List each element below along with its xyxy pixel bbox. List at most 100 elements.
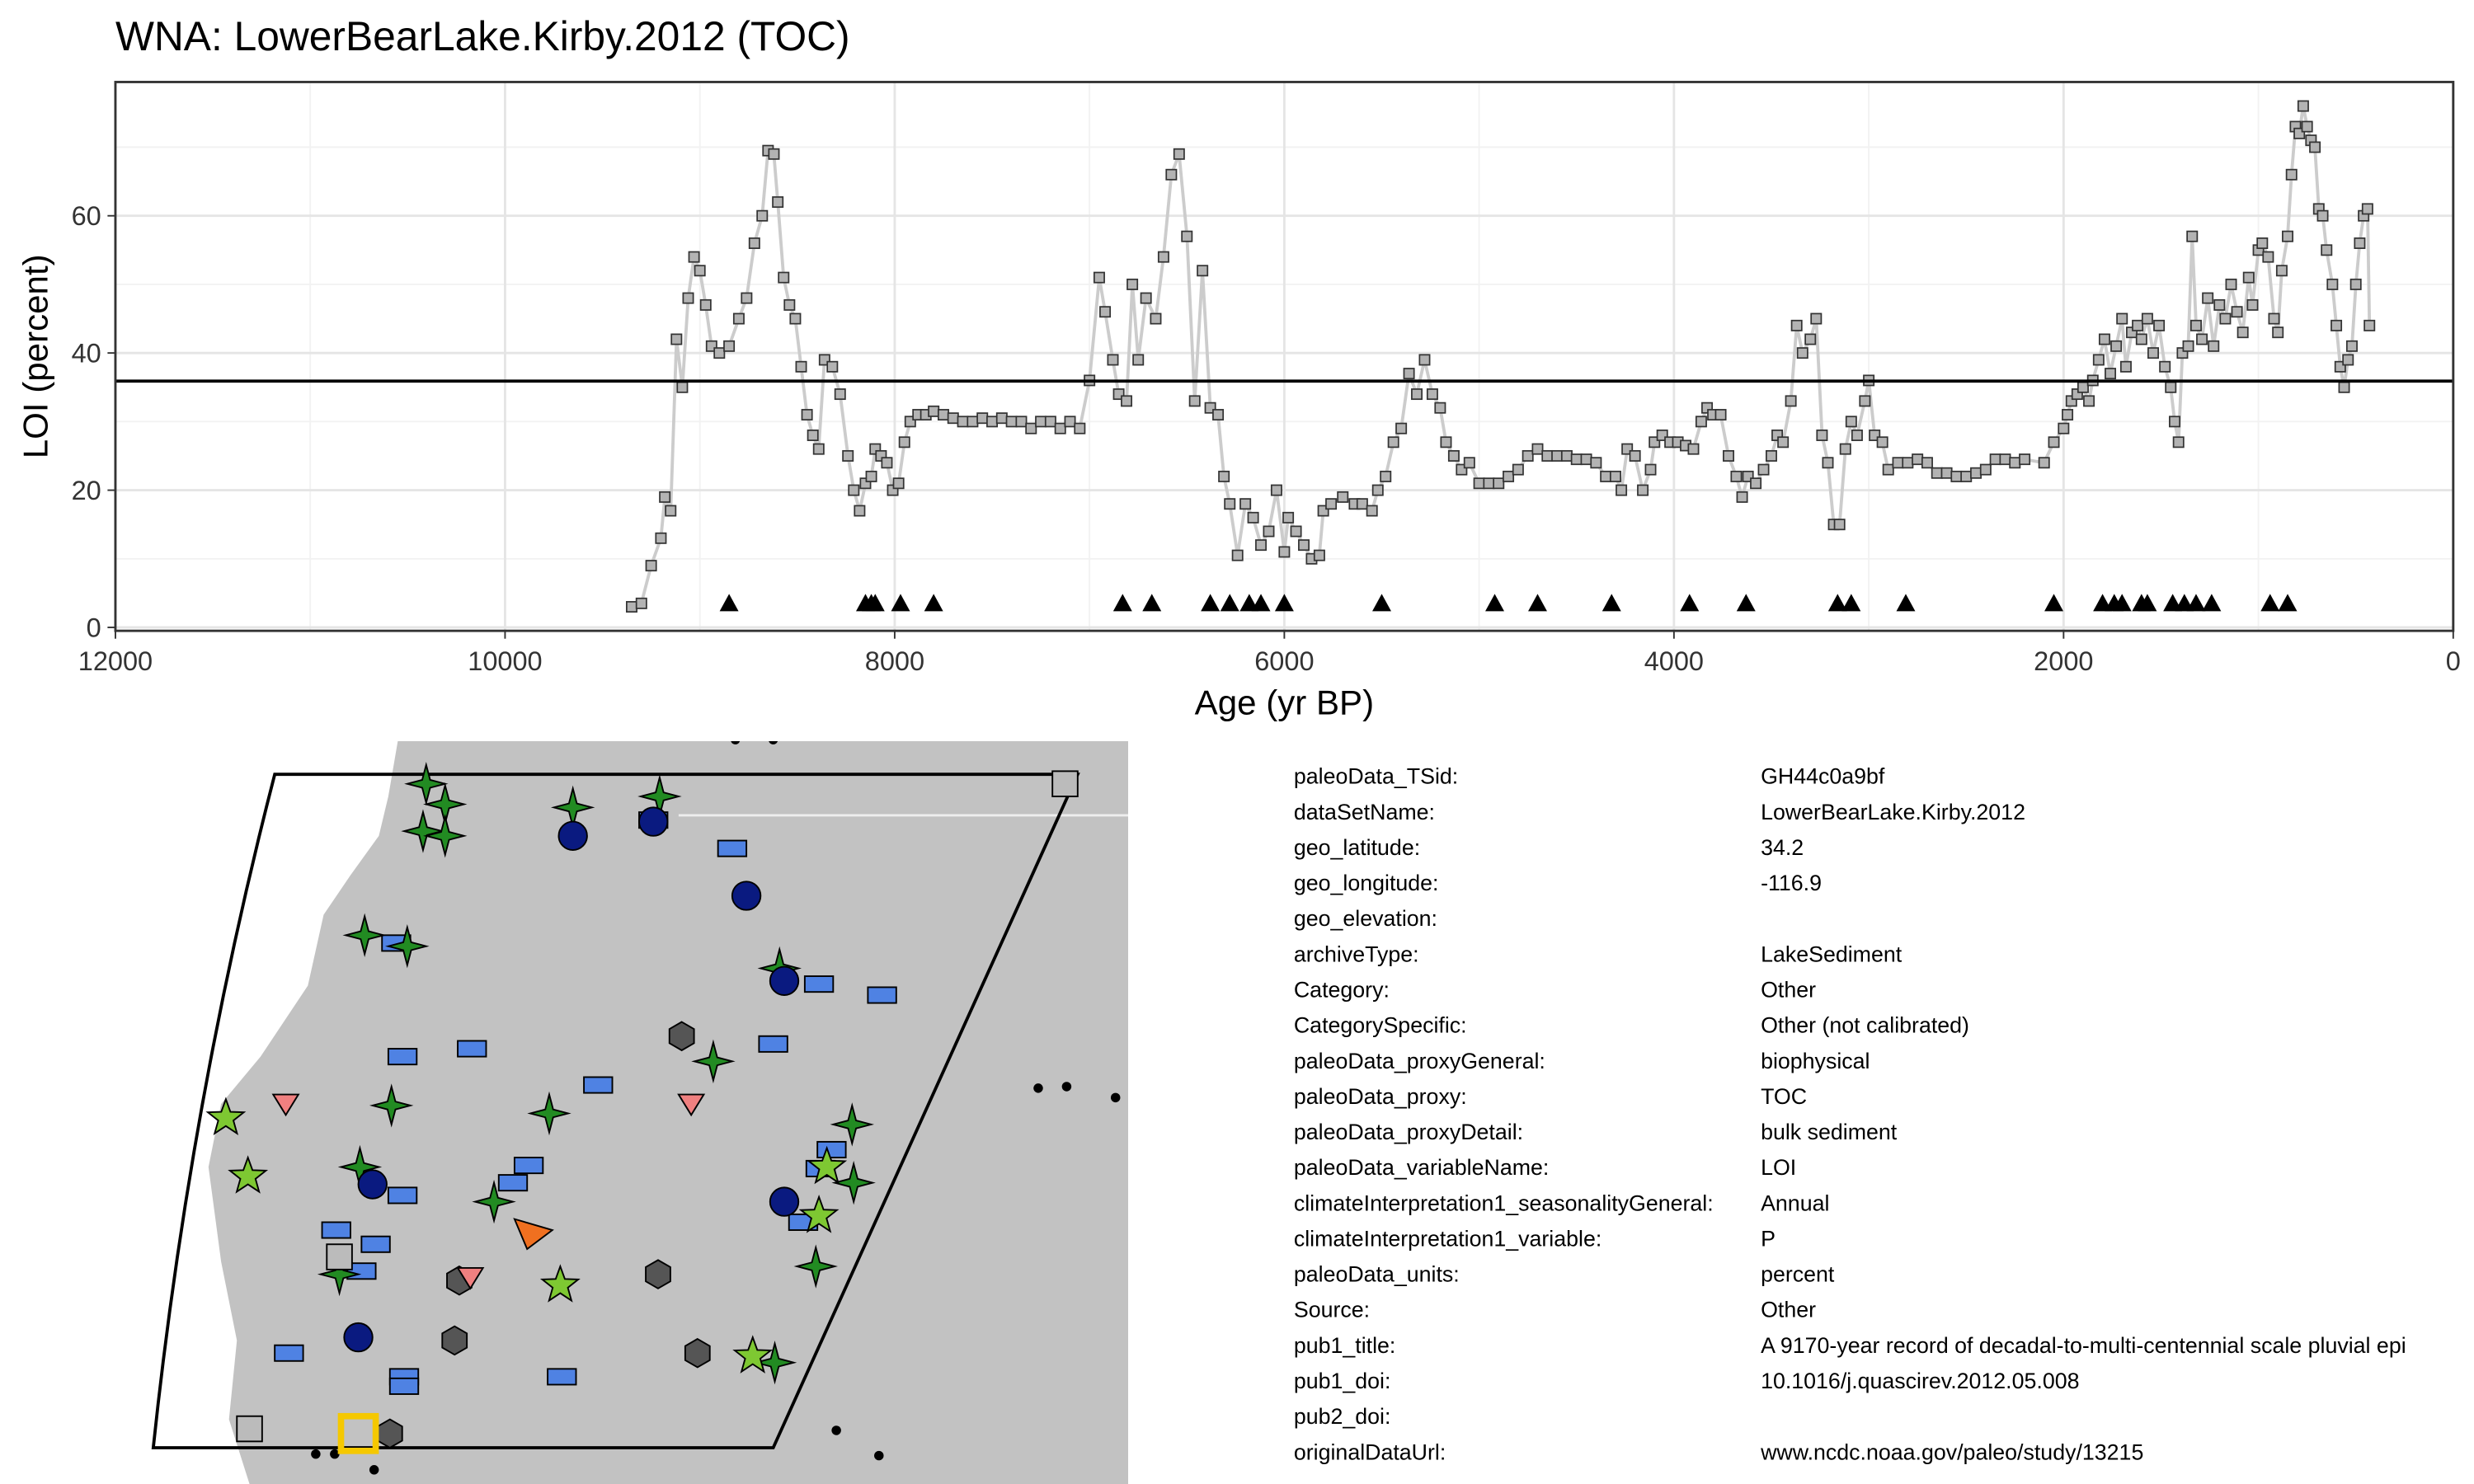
map-dot: [1110, 1092, 1121, 1103]
data-point: [1629, 449, 1641, 462]
data-point: [1785, 395, 1797, 407]
meta-value: Other (not calibrated): [1761, 1013, 1969, 1038]
data-point: [2202, 292, 2214, 304]
map-marker: [274, 1344, 304, 1362]
map-marker: [357, 1169, 388, 1200]
map-marker: [638, 806, 669, 837]
map-marker: [385, 924, 430, 969]
age-control: [1736, 594, 1756, 612]
map-dot: [731, 741, 741, 744]
meta-key: paleoData_variableName:: [1294, 1155, 1549, 1180]
data-point: [1616, 484, 1628, 496]
data-point: [1723, 449, 1734, 462]
data-point: [1810, 312, 1823, 325]
map-marker: [1051, 770, 1079, 797]
data-point: [789, 312, 802, 325]
data-point: [1687, 443, 1700, 455]
data-point: [1447, 449, 1460, 462]
data-point: [1816, 430, 1828, 441]
data-point: [1560, 449, 1573, 462]
data-point: [1570, 453, 1583, 466]
map-marker: [388, 1377, 420, 1395]
map-marker: [369, 1083, 414, 1128]
data-point: [1239, 498, 1252, 510]
y-tick-label: 0: [87, 613, 101, 642]
land: [208, 741, 1129, 1484]
data-point: [1074, 422, 1086, 434]
data-point: [848, 484, 860, 496]
data-point: [748, 237, 760, 249]
data-point: [2077, 381, 2089, 393]
age-control: [1201, 594, 1221, 612]
data-point: [892, 477, 905, 490]
data-point: [1064, 416, 1076, 428]
age-control: [2186, 594, 2206, 612]
age-control: [1680, 594, 1700, 612]
map-marker: [732, 1335, 774, 1374]
map-dot: [1061, 1082, 1072, 1092]
x-tick-label: 0: [2446, 646, 2461, 676]
age-control: [865, 594, 885, 612]
site-marker: [337, 1412, 379, 1454]
meta-key: paleoData_TSid:: [1294, 764, 1458, 789]
data-point: [2165, 381, 2177, 393]
data-point: [2119, 360, 2132, 373]
data-point: [2058, 422, 2070, 434]
y-tick-label: 60: [72, 201, 101, 231]
map-marker: [803, 975, 835, 993]
data-point: [1882, 463, 1894, 476]
data-point: [2105, 368, 2117, 380]
map-marker: [342, 913, 387, 958]
age-control: [1142, 594, 1162, 612]
map-markers: [205, 741, 1121, 1475]
data-point: [1610, 470, 1621, 482]
data-point: [1197, 265, 1209, 277]
data-point: [1107, 354, 1119, 366]
data-point: [1231, 549, 1244, 561]
data-point: [1551, 449, 1564, 462]
data-point: [1777, 436, 1790, 448]
map-marker: [343, 1322, 374, 1353]
meta-value: percent: [1761, 1262, 1835, 1287]
map-marker: [401, 809, 445, 853]
data-point: [795, 360, 807, 373]
map-marker: [456, 1266, 485, 1290]
data-point: [1960, 470, 1973, 482]
data-point: [645, 560, 657, 572]
age-control: [719, 594, 739, 612]
metadata-table: paleoData_TSid: GH44c0a9bf dataSetName: Low…: [1294, 764, 2406, 1465]
map-dot: [769, 741, 778, 744]
map-marker: [769, 965, 800, 996]
map-marker: [472, 1179, 516, 1224]
age-control: [1602, 594, 1621, 612]
map-marker: [317, 1252, 362, 1297]
data-point: [2361, 203, 2373, 215]
data-point: [2242, 271, 2255, 284]
data-point: [1892, 457, 1904, 469]
map-marker: [867, 986, 897, 1004]
data-point: [688, 251, 700, 263]
data-point: [2236, 326, 2249, 339]
data-point: [1790, 319, 1803, 331]
data-point: [986, 416, 999, 428]
data-point: [2321, 244, 2333, 256]
data-point: [1044, 416, 1056, 428]
meta-key: originalDataUrl:: [1294, 1439, 1446, 1464]
data-point: [2141, 312, 2153, 325]
data-point: [1580, 453, 1592, 466]
data-point: [1025, 422, 1037, 434]
data-point: [2132, 319, 2144, 331]
map-marker: [527, 1091, 571, 1136]
data-point: [2345, 340, 2358, 352]
x-axis-label: Age (yr BP): [1195, 683, 1374, 722]
map-marker: [404, 761, 449, 806]
map-marker: [769, 1186, 800, 1217]
age-control: [2044, 594, 2064, 612]
data-point: [1644, 463, 1657, 476]
data-point: [947, 412, 959, 425]
data-point: [1418, 354, 1431, 366]
data-point: [2354, 237, 2366, 249]
data-point: [665, 505, 677, 517]
map-marker: [321, 1221, 351, 1239]
data-point: [1263, 525, 1275, 538]
